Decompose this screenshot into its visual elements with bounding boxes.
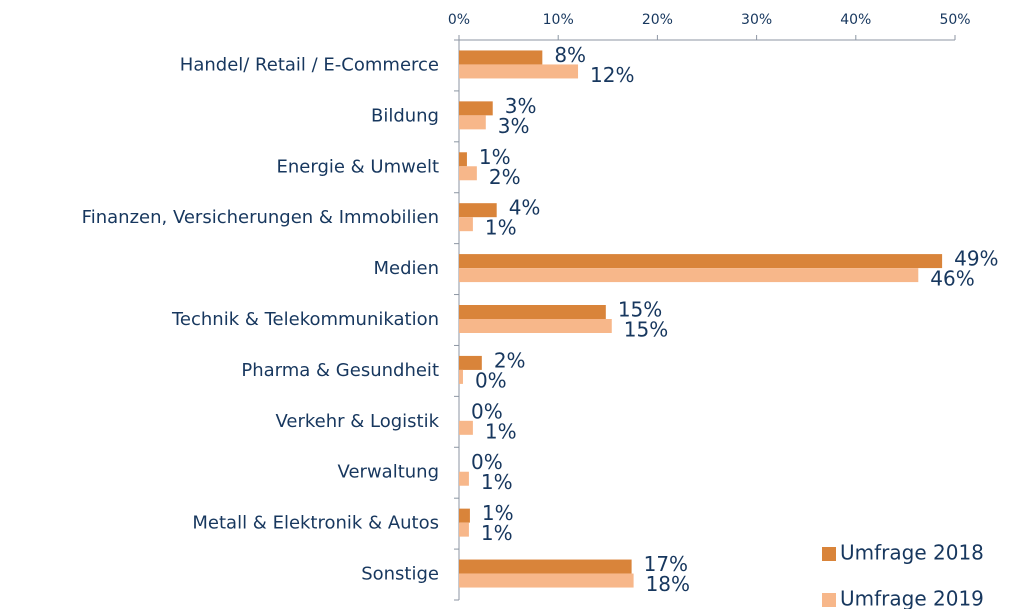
- bar: [459, 420, 473, 435]
- value-label: 3%: [505, 94, 537, 118]
- bar: [459, 166, 477, 181]
- bar: [459, 64, 579, 79]
- value-label: 2%: [494, 348, 526, 372]
- legend-swatch: [822, 593, 836, 607]
- bar: [459, 573, 634, 588]
- value-label: 1%: [481, 470, 513, 494]
- bar: [459, 254, 943, 269]
- legend-label: Umfrage 2019: [840, 587, 984, 609]
- value-label: 0%: [475, 368, 507, 392]
- bar: [459, 471, 469, 486]
- value-label: 49%: [954, 247, 998, 271]
- bar: [459, 203, 497, 218]
- value-label: 15%: [624, 318, 668, 342]
- y-tick-label: Technik & Telekommunikation: [171, 309, 439, 330]
- y-tick-label: Verkehr & Logistik: [275, 411, 439, 432]
- bar: [459, 508, 470, 523]
- bar: [459, 522, 469, 537]
- bar: [459, 355, 482, 370]
- value-label: 1%: [485, 419, 517, 443]
- bar: [459, 319, 612, 333]
- bar: [459, 152, 467, 167]
- value-label: 8%: [554, 43, 586, 67]
- value-label: 1%: [485, 216, 517, 240]
- value-label: 18%: [646, 572, 690, 596]
- value-label: 4%: [509, 196, 541, 220]
- y-tick-label: Sonstige: [361, 564, 439, 585]
- value-label: 3%: [498, 114, 530, 138]
- value-label: 15%: [618, 298, 662, 322]
- bar: [459, 217, 473, 232]
- value-label: 12%: [590, 63, 634, 87]
- x-tick-label: 50%: [939, 12, 970, 28]
- x-tick-label: 10%: [543, 12, 574, 28]
- y-tick-label: Medien: [373, 258, 439, 279]
- y-tick-label: Handel/ Retail / E-Commerce: [180, 54, 439, 75]
- bar: [459, 115, 486, 130]
- y-tick-label: Bildung: [371, 105, 439, 126]
- x-tick-label: 40%: [840, 12, 871, 28]
- value-label: 46%: [930, 267, 974, 291]
- bar: [459, 369, 463, 384]
- bar: [459, 101, 493, 116]
- y-tick-label: Verwaltung: [338, 462, 439, 483]
- y-tick-label: Finanzen, Versicherungen & Immobilien: [82, 207, 439, 228]
- value-label: 1%: [482, 501, 514, 525]
- x-tick-label: 20%: [642, 12, 673, 28]
- bar: [459, 50, 543, 65]
- y-tick-label: Energie & Umwelt: [277, 156, 439, 177]
- legend-label: Umfrage 2018: [840, 541, 984, 565]
- legend-swatch: [822, 547, 836, 561]
- x-tick-label: 0%: [448, 12, 470, 28]
- bar: [459, 268, 919, 283]
- y-tick-label: Pharma & Gesundheit: [241, 360, 439, 381]
- bar: [459, 305, 606, 319]
- value-label: 1%: [479, 145, 511, 169]
- value-label: 17%: [644, 552, 688, 576]
- x-tick-label: 30%: [741, 12, 772, 28]
- value-label: 2%: [489, 165, 521, 189]
- y-tick-label: Metall & Elektronik & Autos: [192, 513, 439, 534]
- value-label: 0%: [471, 450, 503, 474]
- value-label: 1%: [481, 521, 513, 545]
- bar: [459, 559, 632, 574]
- value-label: 0%: [471, 399, 503, 423]
